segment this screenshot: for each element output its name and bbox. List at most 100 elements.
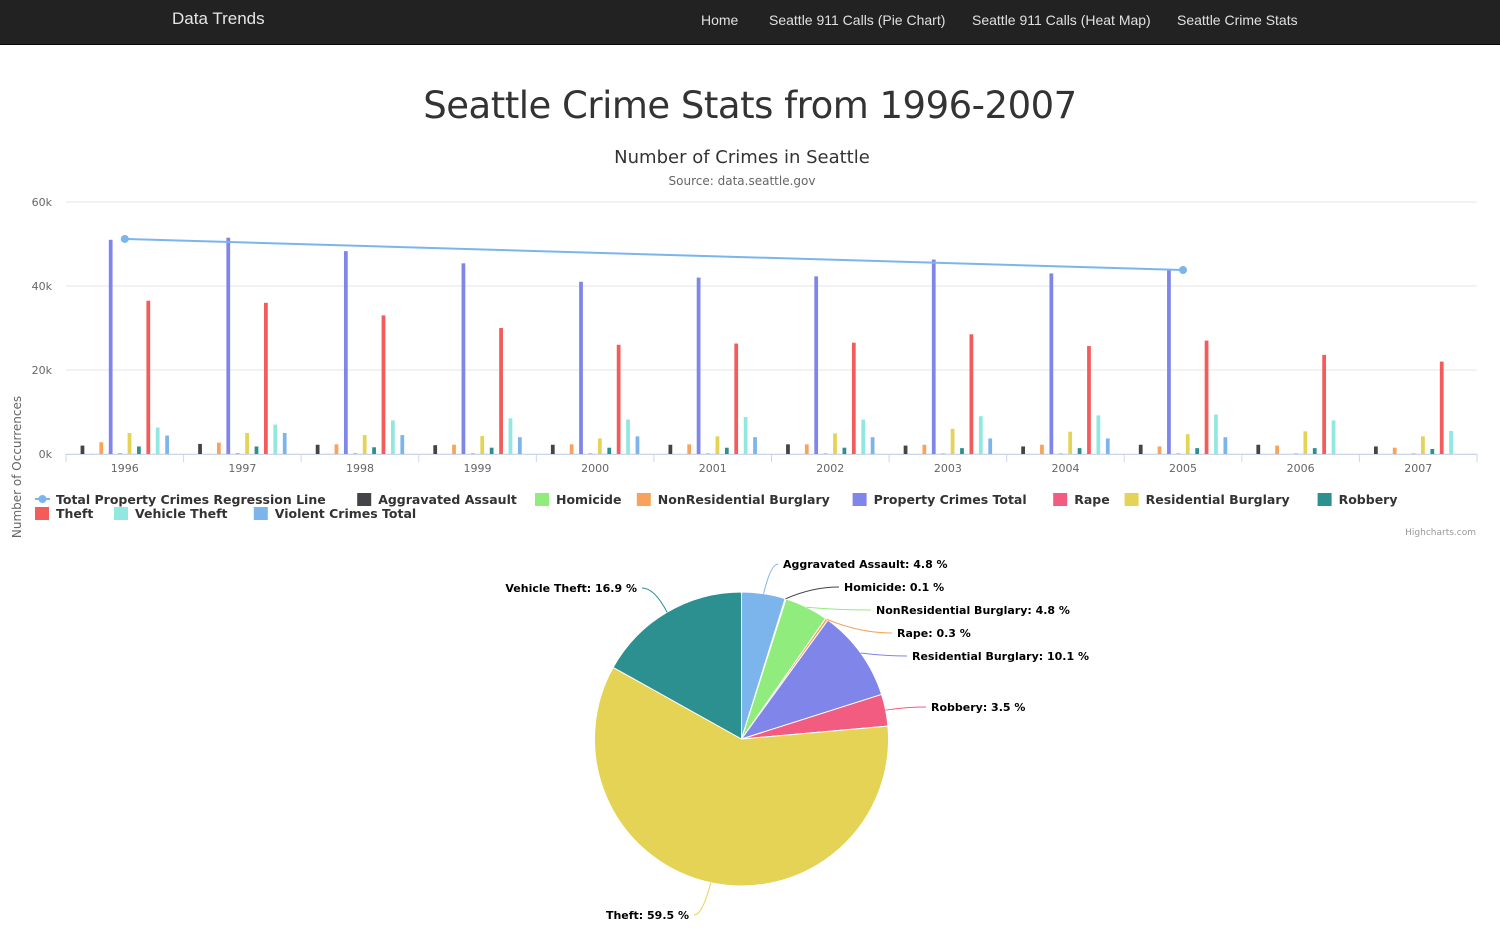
- bar: [508, 418, 513, 454]
- credits-link[interactable]: Highcharts.com: [1405, 528, 1476, 538]
- bar: [1204, 340, 1209, 454]
- bar: [1096, 415, 1101, 454]
- nav-home[interactable]: Home: [701, 12, 739, 28]
- bar: [743, 417, 748, 454]
- bar: [127, 433, 132, 454]
- bar: [273, 424, 278, 454]
- legend-item[interactable]: Violent Crimes Total: [253, 506, 416, 521]
- pie-label: Homicide: 0.1 %: [844, 581, 944, 594]
- legend-item[interactable]: Rape: [1053, 492, 1110, 507]
- bar: [108, 239, 113, 454]
- y-tick-label: 40k: [32, 280, 53, 293]
- legend-item[interactable]: Aggravated Assault: [357, 492, 517, 507]
- bar: [461, 263, 466, 454]
- bar: [724, 447, 729, 454]
- brand-link[interactable]: Data Trends: [172, 9, 265, 28]
- bar: [842, 447, 847, 454]
- bar: [1105, 438, 1110, 454]
- legend-label: NonResidential Burglary: [658, 492, 830, 507]
- bar: [753, 437, 757, 454]
- bar: [1449, 430, 1454, 454]
- bar: [1077, 448, 1082, 454]
- bar: [597, 438, 602, 454]
- bar: [480, 435, 485, 454]
- bar: [588, 453, 593, 454]
- bar: [833, 433, 837, 454]
- pie-slice: [594, 666, 889, 887]
- bar: [1068, 431, 1073, 454]
- bar: [1040, 444, 1044, 454]
- bar: [579, 281, 583, 454]
- bar: [391, 420, 395, 454]
- bar: [1185, 434, 1190, 454]
- bar: [696, 277, 701, 454]
- pie-connector: [785, 586, 840, 600]
- regression-point: [120, 234, 129, 243]
- page-title: Seattle Crime Stats from 1996-2007: [423, 84, 1077, 127]
- legend-label: Robbery: [1339, 492, 1398, 507]
- nav-crime-stats[interactable]: Seattle Crime Stats: [1177, 12, 1298, 28]
- bar: [235, 453, 240, 454]
- bar: [400, 435, 405, 454]
- bar: [80, 445, 85, 454]
- bar: [372, 447, 376, 454]
- legend-label: Residential Burglary: [1146, 492, 1290, 507]
- legend-label: Total Property Crimes Regression Line: [56, 492, 326, 507]
- legend-item[interactable]: NonResidential Burglary: [636, 492, 830, 507]
- bar: [499, 328, 503, 454]
- pie-connector: [826, 618, 893, 634]
- bar: [569, 444, 574, 454]
- bar: [635, 436, 640, 454]
- bar: [960, 448, 964, 454]
- legend-item[interactable]: Robbery: [1317, 492, 1398, 507]
- bar: [433, 445, 438, 454]
- bar: [1167, 270, 1171, 454]
- bar: [118, 453, 122, 454]
- legend-item[interactable]: Theft: [35, 506, 93, 521]
- chart-subtitle: Source: data.seattle.gov: [669, 174, 816, 188]
- legend-symbol: [35, 507, 49, 520]
- pie-connector: [885, 706, 927, 711]
- bar: [353, 453, 358, 454]
- bar: [1214, 414, 1218, 454]
- legend-symbol: [636, 493, 651, 506]
- bar: [922, 444, 927, 454]
- legend-label: Aggravated Assault: [378, 492, 517, 507]
- bar: [1157, 446, 1162, 454]
- bar: [315, 444, 320, 454]
- legend-item[interactable]: Total Property Crimes Regression Line: [35, 492, 326, 507]
- bar: [1331, 420, 1336, 454]
- legend-symbol: [114, 507, 128, 520]
- pie-label: NonResidential Burglary: 4.8 %: [876, 604, 1070, 617]
- pie-label: Theft: 59.5 %: [606, 909, 689, 922]
- bar: [334, 444, 339, 454]
- pie-label: Residential Burglary: 10.1 %: [912, 650, 1089, 663]
- bar: [988, 438, 993, 454]
- nav-911-heatmap[interactable]: Seattle 911 Calls (Heat Map): [972, 12, 1151, 28]
- legend-item[interactable]: Homicide: [535, 492, 621, 507]
- bar: [254, 446, 259, 454]
- pie-connector: [693, 882, 712, 916]
- bar: [165, 435, 170, 454]
- x-tick-label: 2001: [699, 462, 727, 475]
- bar: [804, 444, 809, 454]
- bar: [1021, 446, 1026, 454]
- bar: [198, 443, 202, 454]
- bar: [216, 442, 221, 454]
- bar: [226, 237, 231, 454]
- legend-item[interactable]: Property Crimes Total: [852, 492, 1027, 507]
- legend-symbol: [38, 495, 47, 503]
- bar: [861, 419, 866, 454]
- bar: [1303, 431, 1308, 454]
- pie-connector: [763, 563, 779, 594]
- nav-911-pie[interactable]: Seattle 911 Calls (Pie Chart): [769, 12, 946, 28]
- bar: [1322, 354, 1327, 454]
- pie-label: Rape: 0.3 %: [897, 627, 971, 640]
- legend-item[interactable]: Vehicle Theft: [114, 506, 228, 521]
- bar: [155, 427, 160, 454]
- bar: [969, 334, 974, 454]
- bar-chart: Number of Crimes in Seattle Source: data…: [10, 147, 1478, 538]
- x-tick-label: 1996: [111, 462, 139, 475]
- legend-item[interactable]: Residential Burglary: [1124, 492, 1290, 507]
- bar: [137, 446, 141, 454]
